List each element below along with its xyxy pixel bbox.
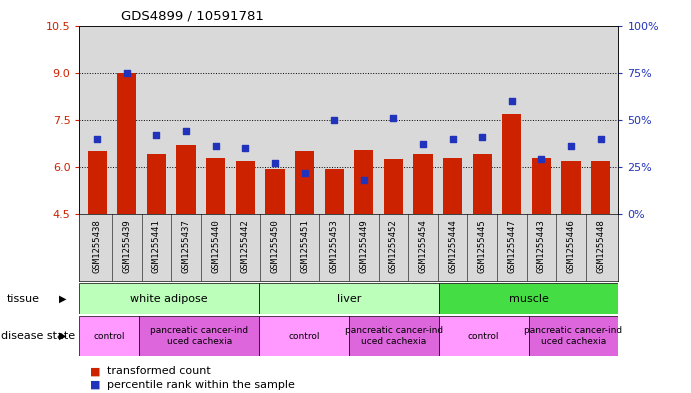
Bar [354,150,373,214]
Text: GSM1255450: GSM1255450 [270,219,279,273]
Text: pancreatic cancer-ind
uced cachexia: pancreatic cancer-ind uced cachexia [150,326,248,346]
Text: ▶: ▶ [59,294,66,304]
Bar [473,154,492,214]
Text: GSM1255437: GSM1255437 [182,219,191,273]
Bar [529,316,618,356]
Point [536,156,547,163]
Text: pancreatic cancer-ind
uced cachexia: pancreatic cancer-ind uced cachexia [524,326,623,346]
Bar [176,145,196,214]
Bar [502,114,522,214]
Point [122,70,133,76]
Text: ■: ■ [90,380,100,390]
Text: ■: ■ [90,366,100,376]
Text: GSM1255445: GSM1255445 [477,219,486,273]
Text: GSM1255451: GSM1255451 [300,219,309,273]
Text: liver: liver [337,294,361,304]
Bar [146,154,166,214]
Text: GSM1255452: GSM1255452 [389,219,398,273]
Text: GSM1255438: GSM1255438 [93,219,102,273]
Text: control: control [468,332,500,340]
Text: GSM1255439: GSM1255439 [122,219,131,273]
Text: tissue: tissue [7,294,40,304]
Text: GSM1255447: GSM1255447 [507,219,516,273]
Bar [140,316,259,356]
Bar [443,158,462,214]
Bar [206,158,225,214]
Point [299,169,310,176]
Text: GSM1255440: GSM1255440 [211,219,220,273]
Text: pancreatic cancer-ind
uced cachexia: pancreatic cancer-ind uced cachexia [345,326,443,346]
Bar [532,158,551,214]
Point [240,145,251,151]
Text: GSM1255444: GSM1255444 [448,219,457,273]
Text: disease state: disease state [1,331,75,341]
Bar [439,316,529,356]
Point [507,98,518,104]
Text: GSM1255453: GSM1255453 [330,219,339,273]
Point [151,132,162,138]
Bar [413,154,433,214]
Bar [591,161,610,214]
Bar [236,161,255,214]
Text: GSM1255446: GSM1255446 [567,219,576,273]
Text: GSM1255443: GSM1255443 [537,219,546,273]
Text: GSM1255442: GSM1255442 [240,219,250,273]
Bar [259,316,349,356]
Text: transformed count: transformed count [107,366,211,376]
Bar [561,161,580,214]
Bar [117,73,136,214]
Text: GSM1255449: GSM1255449 [359,219,368,273]
Bar [265,169,285,214]
Bar [88,151,107,214]
Text: ▶: ▶ [59,331,66,341]
Text: GDS4899 / 10591781: GDS4899 / 10591781 [121,10,264,23]
Point [180,128,191,134]
Text: control: control [94,332,125,340]
Bar [79,316,140,356]
Bar [349,316,439,356]
Point [269,160,281,166]
Text: GSM1255441: GSM1255441 [152,219,161,273]
Text: GSM1255454: GSM1255454 [419,219,428,273]
Point [358,177,369,184]
Text: white adipose: white adipose [131,294,208,304]
Point [565,143,576,149]
Text: muscle: muscle [509,294,549,304]
Point [329,117,340,123]
Bar [439,283,618,314]
Bar [79,283,259,314]
Point [388,115,399,121]
Bar [325,169,343,214]
Bar [384,159,403,214]
Point [595,136,606,142]
Point [210,143,221,149]
Text: percentile rank within the sample: percentile rank within the sample [107,380,295,390]
Point [417,141,428,147]
Text: control: control [288,332,320,340]
Point [92,136,103,142]
Bar [259,283,439,314]
Text: GSM1255448: GSM1255448 [596,219,605,273]
Point [477,134,488,140]
Bar [295,151,314,214]
Point [447,136,458,142]
